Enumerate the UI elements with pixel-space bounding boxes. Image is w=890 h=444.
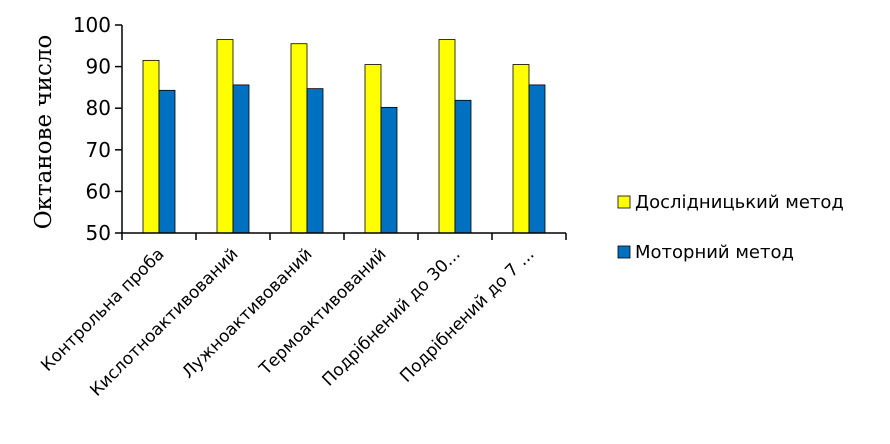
bar-motor-5 xyxy=(454,99,472,234)
legend-swatch-motor xyxy=(617,245,631,259)
bar-motor-1 xyxy=(158,89,176,234)
bar-research-5 xyxy=(438,39,456,234)
y-tick-labels: 50 60 70 80 90 100 xyxy=(73,13,122,245)
bar-research-6 xyxy=(512,64,530,234)
category-label-6: Подрібнений до 7 ... xyxy=(396,244,538,386)
axes-layer xyxy=(121,25,566,234)
legend-label-research: Дослідницький метод xyxy=(635,192,844,213)
bar-motor-3 xyxy=(306,88,324,234)
category-label-2: Кислотноактивований xyxy=(86,244,242,400)
y-tick-label-70: 70 xyxy=(86,138,111,162)
category-labels: Контрольна пробаКислотноактивованийЛужно… xyxy=(37,233,567,401)
category-label-4: Термоактивований xyxy=(255,244,390,379)
y-tick-label-80: 80 xyxy=(86,96,111,120)
y-tick-label-50: 50 xyxy=(86,221,111,245)
y-tick-label-60: 60 xyxy=(86,179,111,203)
legend-swatch-research xyxy=(617,195,631,209)
y-tick-label-100: 100 xyxy=(73,13,111,37)
bars-layer xyxy=(142,39,546,234)
y-axis-title: Октанове число xyxy=(31,35,57,230)
bar-research-1 xyxy=(142,59,160,234)
legend-label-motor: Моторний метод xyxy=(635,242,794,263)
bar-motor-4 xyxy=(380,106,398,234)
y-tick-label-90: 90 xyxy=(86,55,111,79)
legend: Дослідницький метод Моторний метод xyxy=(617,192,844,263)
bar-motor-6 xyxy=(528,84,546,234)
bar-research-2 xyxy=(216,39,234,234)
bar-motor-2 xyxy=(232,84,250,234)
bar-research-4 xyxy=(364,64,382,234)
category-label-3: Лужноактивований xyxy=(178,244,316,382)
bar-research-3 xyxy=(290,43,308,234)
category-label-1: Контрольна проба xyxy=(37,244,168,375)
category-label-5: Подрібнений до 30... xyxy=(318,244,464,390)
